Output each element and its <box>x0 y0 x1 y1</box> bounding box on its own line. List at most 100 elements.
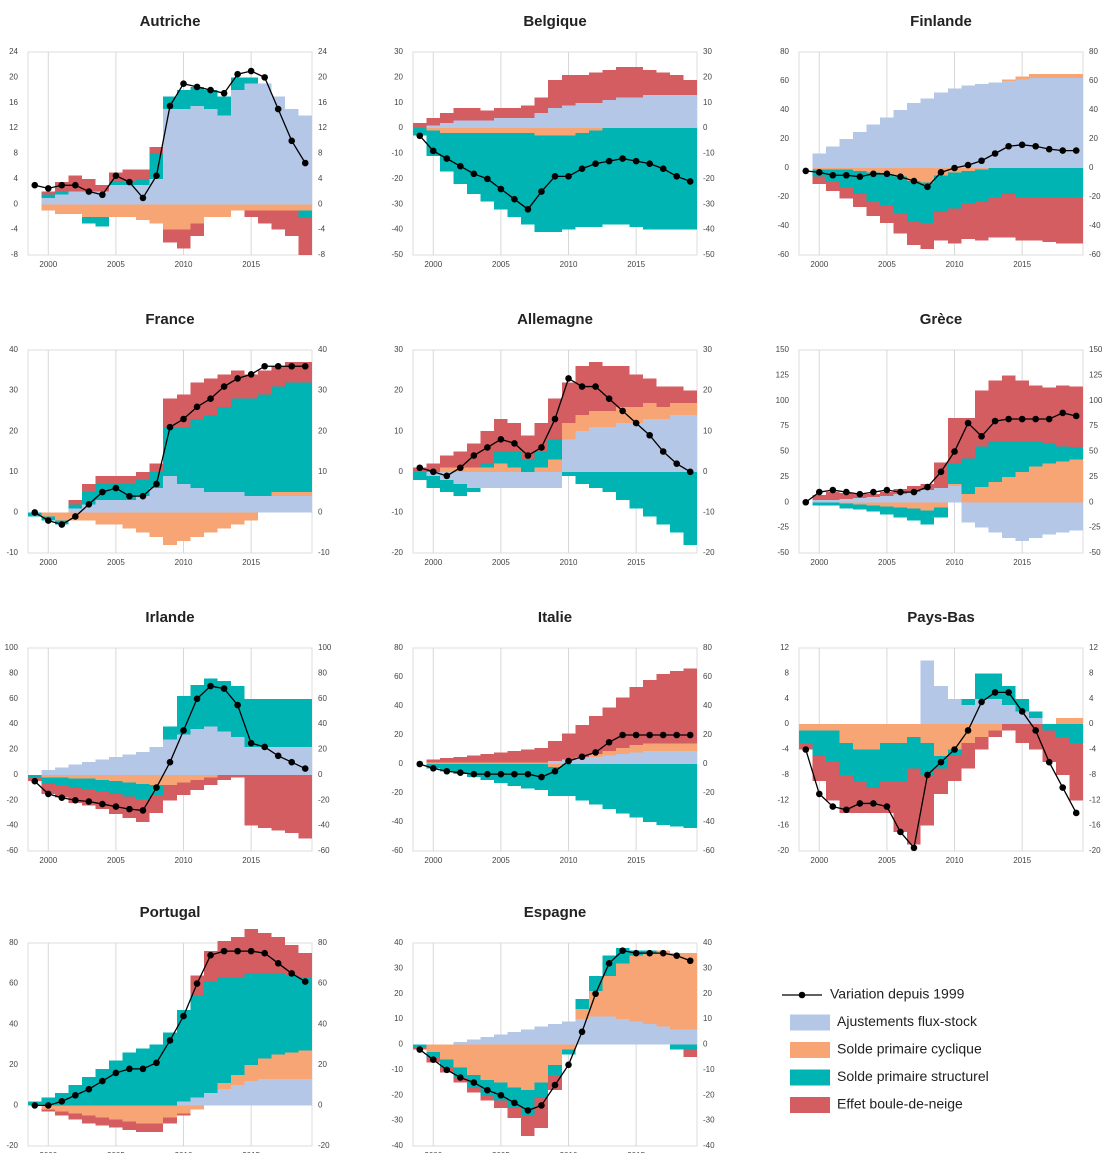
area-segment <box>839 774 854 813</box>
point <box>815 790 823 798</box>
area-segment <box>271 210 285 230</box>
area-segment <box>812 755 827 782</box>
y-tick-label: -50 <box>777 548 789 557</box>
y-tick-label: -30 <box>391 199 403 208</box>
area-segment <box>244 973 258 1065</box>
point <box>1072 147 1080 154</box>
point <box>443 1066 451 1074</box>
point <box>829 803 837 810</box>
area-segment <box>507 423 522 452</box>
area-segment <box>907 492 921 503</box>
y2-tick-label: 0 <box>1089 497 1094 506</box>
area-segment <box>548 107 562 129</box>
area-segment <box>163 398 177 428</box>
point <box>443 472 451 480</box>
y-tick-label: 30 <box>9 386 18 395</box>
area-segment <box>521 1044 535 1091</box>
point <box>551 767 559 775</box>
area-segment <box>947 724 962 750</box>
y2-tick-label: 80 <box>1089 47 1098 56</box>
point <box>470 170 478 178</box>
area-segment <box>961 705 975 725</box>
area-segment <box>683 668 697 744</box>
area-segment <box>494 471 508 489</box>
point <box>247 739 255 747</box>
x-tick-label: 2015 <box>627 558 645 567</box>
area-segment <box>866 124 881 168</box>
x-tick-label: 2000 <box>810 558 828 567</box>
area-segment <box>588 764 603 805</box>
area-segment <box>961 743 975 769</box>
chart-title: Autriche <box>140 13 201 30</box>
area-segment <box>669 386 684 403</box>
area-segment <box>615 748 630 754</box>
y2-tick-label: 0 <box>1089 719 1094 728</box>
area-segment <box>988 168 1002 197</box>
area-segment <box>257 210 272 224</box>
area-segment <box>257 83 272 205</box>
point <box>951 746 958 753</box>
y-tick-label: 0 <box>399 123 404 132</box>
area-segment <box>1055 724 1070 737</box>
area-segment <box>1001 476 1016 503</box>
y-tick-label: 40 <box>9 719 18 728</box>
area-segment <box>602 366 616 411</box>
area-segment <box>615 1019 630 1045</box>
point <box>964 161 972 169</box>
area-segment <box>95 774 110 780</box>
y2-tick-label: 0 <box>318 199 323 208</box>
point <box>829 171 837 179</box>
area-segment <box>257 973 272 1059</box>
area-segment <box>453 107 468 121</box>
area-segment <box>561 764 576 796</box>
chart-title: Belgique <box>523 13 586 30</box>
y2-tick-label: -40 <box>703 817 715 826</box>
area-segment <box>230 77 245 91</box>
y-tick-label: 0 <box>14 508 19 517</box>
point <box>978 157 985 165</box>
area-segment <box>494 451 508 464</box>
point <box>659 949 667 957</box>
x-tick-label: 2015 <box>627 260 645 269</box>
point <box>856 490 864 498</box>
legend-swatch <box>790 1069 830 1086</box>
y-tick-label: 60 <box>9 694 18 703</box>
y-tick-label: -20 <box>777 192 789 201</box>
y-tick-label: 125 <box>776 370 790 379</box>
x-tick-label: 2000 <box>424 558 442 567</box>
point <box>538 1102 545 1109</box>
area-segment <box>190 223 204 236</box>
area-segment <box>284 210 299 236</box>
y2-tick-label: -20 <box>703 548 715 557</box>
area-segment <box>109 475 123 484</box>
area-segment <box>122 782 137 797</box>
area-segment <box>588 410 603 428</box>
point <box>578 383 586 390</box>
area-segment <box>82 216 96 224</box>
point <box>180 415 187 423</box>
area-segment <box>217 1083 231 1090</box>
area-segment <box>588 1016 603 1045</box>
x-tick-label: 2010 <box>560 856 578 865</box>
area-segment <box>467 107 481 121</box>
area-segment <box>683 1029 697 1045</box>
area-segment <box>163 785 177 801</box>
point <box>1018 708 1026 715</box>
y-tick-label: 80 <box>9 938 18 947</box>
y-tick-label: 0 <box>785 497 790 506</box>
area-segment <box>853 194 867 208</box>
point <box>180 80 187 88</box>
y-tick-label: -10 <box>391 508 403 517</box>
y2-tick-label: 20 <box>703 386 712 395</box>
area-segment <box>853 131 867 168</box>
area-segment <box>534 1026 549 1045</box>
y-tick-label: 30 <box>394 963 403 972</box>
area-segment <box>440 467 454 472</box>
area-segment <box>453 1044 468 1068</box>
area-segment <box>109 757 123 775</box>
area-segment <box>826 500 840 503</box>
area-segment <box>230 398 245 493</box>
area-segment <box>602 764 616 809</box>
area-segment <box>880 781 894 813</box>
area-segment <box>149 204 164 224</box>
